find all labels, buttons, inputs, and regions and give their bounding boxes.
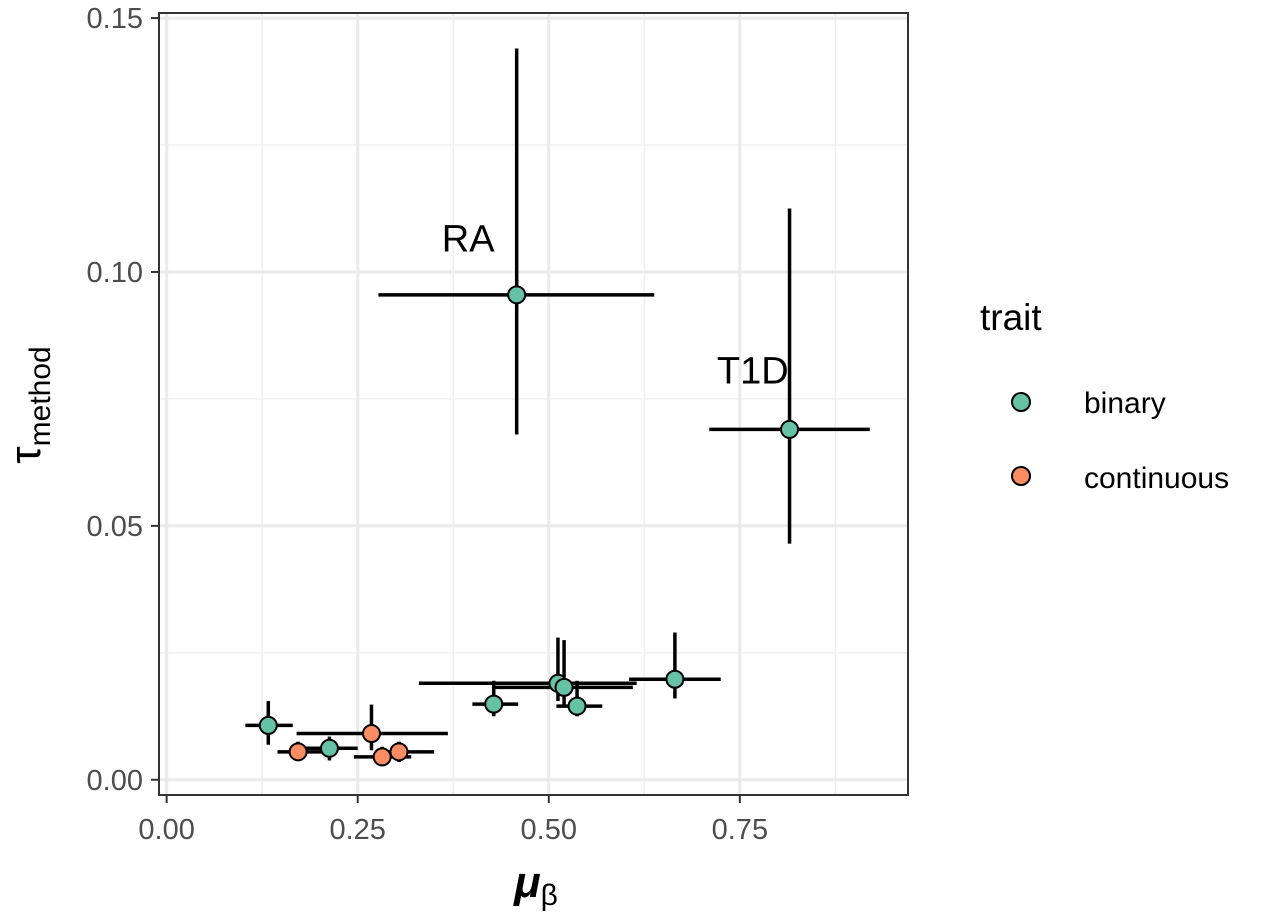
x-tick-label-0: 0.00 bbox=[138, 814, 194, 846]
plot-background bbox=[159, 13, 908, 795]
legend-key-continuous bbox=[1011, 466, 1031, 486]
y-tick-label-2: 0.10 bbox=[87, 257, 143, 289]
legend-title: trait bbox=[980, 297, 1042, 338]
annotation-0: RA bbox=[442, 219, 495, 261]
y-tick-label-3: 0.15 bbox=[87, 3, 143, 35]
y-axis-title: τmethod bbox=[1, 346, 57, 463]
binary-point-1 bbox=[319, 738, 339, 758]
binary-point-5 bbox=[554, 677, 574, 697]
annotations: RA T1D bbox=[442, 219, 789, 393]
data-points bbox=[258, 285, 800, 767]
continuous-point-3 bbox=[389, 742, 409, 762]
x-tick-label-3: 0.75 bbox=[712, 814, 768, 846]
y-tick-label-1: 0.05 bbox=[87, 511, 143, 543]
y-axis-title-main: τ bbox=[1, 446, 50, 464]
legend-label-binary: binary bbox=[1084, 387, 1166, 420]
x-axis-title-main: μ bbox=[512, 858, 541, 907]
legend-label-continuous: continuous bbox=[1084, 462, 1229, 495]
x-tick-label-2: 0.50 bbox=[521, 814, 577, 846]
continuous-point-0 bbox=[288, 742, 308, 762]
binary-point-2 bbox=[484, 694, 504, 714]
x-tick-label-1: 0.25 bbox=[329, 814, 385, 846]
plot-panel bbox=[159, 13, 908, 795]
legend-key-binary bbox=[1011, 392, 1031, 412]
plot-border bbox=[158, 12, 909, 796]
axes: 0.00 0.25 0.50 0.75 0.00 0.05 0.10 0.15 bbox=[87, 3, 909, 846]
grid-lines bbox=[159, 13, 908, 795]
x-axis-title: μβ bbox=[512, 858, 558, 912]
legend: trait binary continuous bbox=[980, 297, 1229, 495]
binary-point-8 bbox=[780, 419, 800, 439]
binary-point-3 bbox=[507, 285, 527, 305]
continuous-point-2 bbox=[372, 747, 392, 767]
binary-point-6 bbox=[567, 696, 587, 716]
annotation-1: T1D bbox=[717, 351, 789, 393]
continuous-point-1 bbox=[361, 724, 381, 744]
binary-point-7 bbox=[665, 669, 685, 689]
x-axis-title-sub: β bbox=[541, 879, 558, 912]
binary-point-0 bbox=[258, 715, 278, 735]
y-tick-label-0: 0.00 bbox=[87, 765, 143, 797]
y-axis-title-sub: method bbox=[24, 346, 57, 446]
